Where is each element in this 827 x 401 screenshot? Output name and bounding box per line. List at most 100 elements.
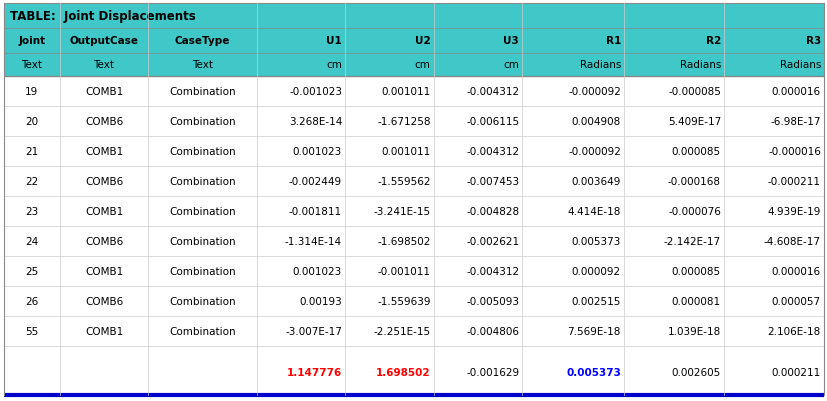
Text: -0.000076: -0.000076: [667, 207, 720, 217]
Text: 0.000057: 0.000057: [771, 296, 820, 306]
Text: -0.001023: -0.001023: [289, 87, 342, 97]
Text: 0.001023: 0.001023: [293, 147, 342, 157]
Text: R3: R3: [805, 36, 820, 47]
Bar: [4, 4, 823, 29]
Text: CaseType: CaseType: [174, 36, 230, 47]
Bar: [4, 286, 823, 316]
Text: -0.004312: -0.004312: [466, 147, 519, 157]
Text: 0.000016: 0.000016: [771, 266, 820, 276]
Bar: [4, 107, 823, 137]
Text: -6.98E-17: -6.98E-17: [770, 117, 820, 127]
Text: COMB1: COMB1: [85, 266, 123, 276]
Text: 21: 21: [26, 147, 39, 157]
Text: COMB6: COMB6: [85, 237, 123, 246]
Text: Text: Text: [93, 60, 114, 70]
Text: -0.000085: -0.000085: [667, 87, 720, 97]
Text: -2.142E-17: -2.142E-17: [663, 237, 720, 246]
Text: Combination: Combination: [169, 237, 236, 246]
Bar: [4, 54, 823, 77]
Text: 26: 26: [26, 296, 39, 306]
Bar: [4, 357, 823, 387]
Bar: [4, 196, 823, 227]
Text: -0.001811: -0.001811: [289, 207, 342, 217]
Text: 0.001011: 0.001011: [381, 87, 430, 97]
Text: -1.314E-14: -1.314E-14: [284, 237, 342, 246]
Text: -0.002449: -0.002449: [289, 176, 342, 186]
Text: -0.000092: -0.000092: [567, 87, 620, 97]
Text: U1: U1: [326, 36, 342, 47]
Text: OutputCase: OutputCase: [69, 36, 138, 47]
Text: 0.000081: 0.000081: [671, 296, 720, 306]
Text: COMB1: COMB1: [85, 207, 123, 217]
Text: Combination: Combination: [169, 296, 236, 306]
Text: 0.00193: 0.00193: [299, 296, 342, 306]
Text: -0.004312: -0.004312: [466, 266, 519, 276]
Text: -1.559562: -1.559562: [377, 176, 430, 186]
Text: 0.002605: 0.002605: [671, 367, 720, 377]
Text: -3.241E-15: -3.241E-15: [373, 207, 430, 217]
Text: 0.000211: 0.000211: [771, 367, 820, 377]
Text: -0.000211: -0.000211: [767, 176, 820, 186]
Text: -0.000016: -0.000016: [767, 147, 820, 157]
Text: -0.000092: -0.000092: [567, 147, 620, 157]
Text: -0.004806: -0.004806: [466, 326, 519, 336]
Text: 4.939E-19: 4.939E-19: [767, 207, 820, 217]
Text: 0.000085: 0.000085: [671, 147, 720, 157]
Text: 55: 55: [26, 326, 39, 336]
Text: 20: 20: [26, 117, 38, 127]
Text: 0.003649: 0.003649: [571, 176, 620, 186]
Bar: [4, 29, 823, 54]
Text: 1.147776: 1.147776: [286, 367, 342, 377]
Bar: [4, 77, 823, 107]
Text: 1.698502: 1.698502: [375, 367, 430, 377]
Text: 0.005373: 0.005373: [571, 237, 620, 246]
Text: Combination: Combination: [169, 207, 236, 217]
Text: 0.000092: 0.000092: [571, 266, 620, 276]
Text: Text: Text: [22, 60, 42, 70]
Text: 22: 22: [26, 176, 39, 186]
Text: Combination: Combination: [169, 117, 236, 127]
Text: -0.004828: -0.004828: [466, 207, 519, 217]
Text: cm: cm: [503, 60, 519, 70]
Text: cm: cm: [414, 60, 430, 70]
Text: 24: 24: [26, 237, 39, 246]
Text: COMB6: COMB6: [85, 296, 123, 306]
Text: -0.004312: -0.004312: [466, 87, 519, 97]
Text: Joint: Joint: [18, 36, 45, 47]
Text: Radians: Radians: [779, 60, 820, 70]
Text: 23: 23: [26, 207, 39, 217]
Bar: [4, 137, 823, 166]
Text: Text: Text: [192, 60, 213, 70]
Text: 25: 25: [26, 266, 39, 276]
Text: 7.569E-18: 7.569E-18: [566, 326, 620, 336]
Text: -1.559639: -1.559639: [377, 296, 430, 306]
Text: cm: cm: [326, 60, 342, 70]
Text: -1.698502: -1.698502: [377, 237, 430, 246]
Text: 3.268E-14: 3.268E-14: [289, 117, 342, 127]
Text: 0.000016: 0.000016: [771, 87, 820, 97]
Text: Combination: Combination: [169, 326, 236, 336]
Text: COMB6: COMB6: [85, 176, 123, 186]
Text: -3.007E-17: -3.007E-17: [284, 326, 342, 336]
Text: 0.000085: 0.000085: [671, 266, 720, 276]
Text: -0.001011: -0.001011: [377, 266, 430, 276]
Text: 4.414E-18: 4.414E-18: [566, 207, 620, 217]
Text: 5.409E-17: 5.409E-17: [667, 117, 720, 127]
Text: 0.002515: 0.002515: [571, 296, 620, 306]
Bar: [4, 256, 823, 286]
Text: Combination: Combination: [169, 87, 236, 97]
Text: -0.007453: -0.007453: [466, 176, 519, 186]
Text: 2.106E-18: 2.106E-18: [767, 326, 820, 336]
Bar: [4, 166, 823, 196]
Text: R1: R1: [605, 36, 620, 47]
Text: -0.005093: -0.005093: [466, 296, 519, 306]
Text: 1.039E-18: 1.039E-18: [667, 326, 720, 336]
Text: 0.001011: 0.001011: [381, 147, 430, 157]
Text: R2: R2: [705, 36, 720, 47]
Text: COMB1: COMB1: [85, 87, 123, 97]
Text: 0.001023: 0.001023: [293, 266, 342, 276]
Bar: [4, 227, 823, 256]
Text: 19: 19: [26, 87, 39, 97]
Text: Radians: Radians: [579, 60, 620, 70]
Text: U2: U2: [414, 36, 430, 47]
